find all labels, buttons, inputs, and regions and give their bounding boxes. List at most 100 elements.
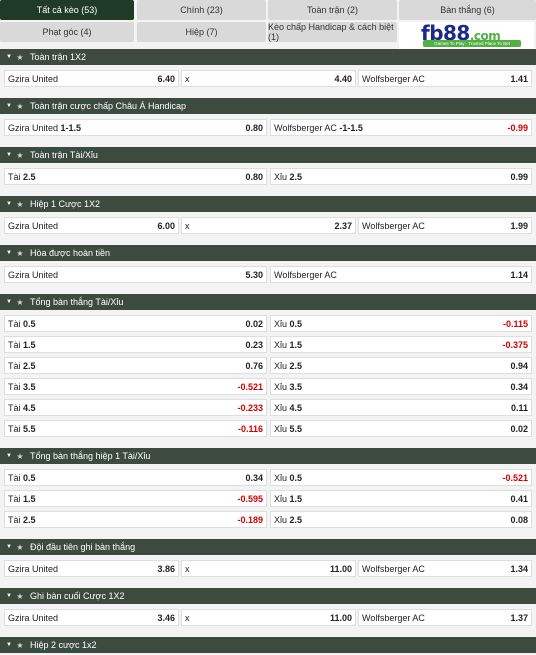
odds-row: Gzira United 1-1.5 0.80 Wolfsberger AC -1-… <box>4 119 532 136</box>
selection-label: Wolfsberger AC <box>362 612 425 623</box>
section-title: Toàn trận cược chấp Châu Á Handicap <box>30 101 187 111</box>
caret-down-icon[interactable]: ▼ <box>6 54 12 60</box>
section-header[interactable]: ▼ ★ Hiệp 1 Cược 1X2 <box>0 196 536 212</box>
odds-cell[interactable]: Gzira United 1-1.5 0.80 <box>4 119 267 136</box>
odds-value: 1.37 <box>510 612 528 623</box>
section-header[interactable]: ▼ ★ Toàn trận 1X2 <box>0 49 536 65</box>
tab-corners[interactable]: Phạt góc (4) <box>0 22 134 42</box>
tab-handicap[interactable]: Kèo chấp Handicap & cách biệt (1) <box>268 22 397 42</box>
odds-cell[interactable]: Wolfsberger AC 1.41 <box>358 70 532 87</box>
odds-cell[interactable]: Tài 2.5 0.76 <box>4 357 267 374</box>
caret-down-icon[interactable]: ▼ <box>6 250 12 256</box>
section-header[interactable]: ▼ ★ Ghi bàn cuối Cược 1X2 <box>0 588 536 604</box>
odds-cell[interactable]: Xỉu 2.5 0.94 <box>270 357 532 374</box>
star-icon[interactable]: ★ <box>16 297 24 307</box>
tab-halves[interactable]: Hiệp (7) <box>137 22 266 42</box>
section-title: Tổng bàn thắng Tài/Xỉu <box>30 297 124 307</box>
selection-label: Wolfsberger AC <box>362 73 425 84</box>
star-icon[interactable]: ★ <box>16 101 24 111</box>
selection-label: Gzira United 1-1.5 <box>8 122 82 133</box>
star-icon[interactable]: ★ <box>16 591 24 601</box>
star-icon[interactable]: ★ <box>16 451 24 461</box>
star-icon[interactable]: ★ <box>16 248 24 258</box>
odds-value: 3.46 <box>157 612 175 623</box>
caret-down-icon[interactable]: ▼ <box>6 103 12 109</box>
odds-cell[interactable]: Gzira United 6.00 <box>4 217 179 234</box>
odds-cell[interactable]: Tài 4.5 -0.233 <box>4 399 267 416</box>
caret-down-icon[interactable]: ▼ <box>6 299 12 305</box>
odds-cell[interactable]: Gzira United 6.40 <box>4 70 179 87</box>
caret-down-icon[interactable]: ▼ <box>6 453 12 459</box>
star-icon[interactable]: ★ <box>16 199 24 209</box>
selection-label: Xỉu 3.5 <box>274 381 303 392</box>
section-title: Đội đầu tiên ghi bàn thắng <box>30 542 136 552</box>
caret-down-icon[interactable]: ▼ <box>6 152 12 158</box>
odds-cell[interactable]: Xỉu 1.5 0.41 <box>270 490 532 507</box>
odds-cell[interactable]: Tài 5.5 -0.116 <box>4 420 267 437</box>
star-icon[interactable]: ★ <box>16 542 24 552</box>
odds-value: 11.00 <box>329 563 352 574</box>
odds-cell[interactable]: Tài 2.5 -0.189 <box>4 511 267 528</box>
odds-cell[interactable]: Xỉu 3.5 0.34 <box>270 378 532 395</box>
tab-all-markets[interactable]: Tất cả kèo (53) <box>0 0 134 20</box>
section-header[interactable]: ▼ ★ Toàn trận cược chấp Châu Á Handicap <box>0 98 536 114</box>
handicap-line: 1-1.5 <box>60 122 82 133</box>
handicap-line: 1.5 <box>23 493 36 504</box>
section-header[interactable]: ▼ ★ Hòa được hoàn tiền <box>0 245 536 261</box>
star-icon[interactable]: ★ <box>16 640 24 650</box>
odds-row: Tài 2.5 0.80 Xỉu 2.5 0.99 <box>4 168 532 185</box>
odds-cell[interactable]: Wolfsberger AC -1-1.5 -0.99 <box>270 119 532 136</box>
odds-value: -0.521 <box>237 381 263 392</box>
odds-cell[interactable]: Gzira United 5.30 <box>4 266 267 283</box>
odds-cell[interactable]: Gzira United 3.46 <box>4 609 179 626</box>
tab-full-time[interactable]: Toàn trận (2) <box>268 0 397 20</box>
odds-row: Tài 4.5 -0.233 Xỉu 4.5 0.11 <box>4 399 532 416</box>
selection-label: Xỉu 2.5 <box>274 514 303 525</box>
odds-value: 0.80 <box>245 122 263 133</box>
odds-cell[interactable]: Tài 3.5 -0.521 <box>4 378 267 395</box>
odds-cell[interactable]: Tài 2.5 0.80 <box>4 168 267 185</box>
selection-label: Gzira United <box>8 269 59 280</box>
handicap-line: 1.5 <box>289 339 303 350</box>
odds-value: 0.34 <box>245 472 263 483</box>
section-header[interactable]: ▼ ★ Tổng bàn thắng hiệp 1 Tài/Xỉu <box>0 448 536 464</box>
caret-down-icon[interactable]: ▼ <box>6 544 12 550</box>
odds-cell[interactable]: Wolfsberger AC 1.99 <box>358 217 532 234</box>
fb88-logo[interactable]: fb88.com Games To Play · Trusted Place T… <box>399 22 534 49</box>
odds-cell[interactable]: Tài 0.5 0.02 <box>4 315 267 332</box>
star-icon[interactable]: ★ <box>16 52 24 62</box>
odds-cell[interactable]: Xỉu 0.5 -0.115 <box>270 315 532 332</box>
odds-value: 1.99 <box>510 220 528 231</box>
section-header[interactable]: ▼ ★ Hiệp 2 cược 1x2 <box>0 637 536 653</box>
odds-value: -0.115 <box>502 318 528 329</box>
odds-cell[interactable]: x 11.00 <box>181 609 356 626</box>
odds-cell[interactable]: Gzira United 3.86 <box>4 560 179 577</box>
logo-wordmark: fb88.com <box>421 22 501 45</box>
caret-down-icon[interactable]: ▼ <box>6 642 12 648</box>
odds-cell[interactable]: Xỉu 4.5 0.11 <box>270 399 532 416</box>
section-header[interactable]: ▼ ★ Đội đầu tiên ghi bàn thắng <box>0 539 536 555</box>
odds-cell[interactable]: x 2.37 <box>181 217 356 234</box>
odds-cell[interactable]: Xỉu 2.5 0.99 <box>270 168 532 185</box>
star-icon[interactable]: ★ <box>16 150 24 160</box>
odds-cell[interactable]: Wolfsberger AC 1.34 <box>358 560 532 577</box>
caret-down-icon[interactable]: ▼ <box>6 593 12 599</box>
tab-main[interactable]: Chính (23) <box>137 0 266 20</box>
odds-cell[interactable]: Xỉu 1.5 -0.375 <box>270 336 532 353</box>
odds-cell[interactable]: Wolfsberger AC 1.14 <box>270 266 532 283</box>
odds-cell[interactable]: Tài 1.5 -0.595 <box>4 490 267 507</box>
section-header[interactable]: ▼ ★ Tổng bàn thắng Tài/Xỉu <box>0 294 536 310</box>
odds-cell[interactable]: Xỉu 2.5 0.08 <box>270 511 532 528</box>
section-header[interactable]: ▼ ★ Toàn trận Tài/Xỉu <box>0 147 536 163</box>
odds-row: Gzira United 3.46 x 11.00 Wolfsberger AC 1.37 <box>4 609 532 626</box>
odds-cell[interactable]: x 4.40 <box>181 70 356 87</box>
odds-cell[interactable]: x 11.00 <box>181 560 356 577</box>
caret-down-icon[interactable]: ▼ <box>6 201 12 207</box>
odds-cell[interactable]: Tài 0.5 0.34 <box>4 469 267 486</box>
odds-cell[interactable]: Tài 1.5 0.23 <box>4 336 267 353</box>
odds-cell[interactable]: Wolfsberger AC 1.37 <box>358 609 532 626</box>
tab-goals[interactable]: Bàn thắng (6) <box>399 0 536 20</box>
odds-cell[interactable]: Xỉu 5.5 0.02 <box>270 420 532 437</box>
section-title: Hòa được hoàn tiền <box>30 248 110 258</box>
odds-cell[interactable]: Xỉu 0.5 -0.521 <box>270 469 532 486</box>
